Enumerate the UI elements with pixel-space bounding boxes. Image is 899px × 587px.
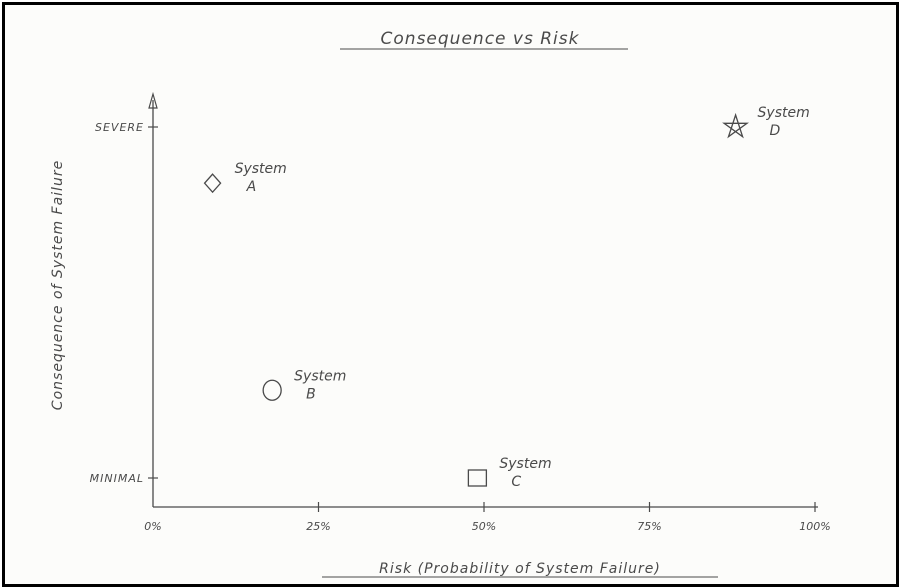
- x-tick-label-3: 75%: [637, 520, 661, 533]
- point-label-2: System: [499, 456, 551, 472]
- point-label-letter-3: D: [770, 123, 781, 139]
- y-axis-title: Consequence of System Failure: [50, 160, 66, 410]
- point-label-3: System: [758, 105, 810, 121]
- y-category-label-1: MINIMAL: [90, 472, 144, 485]
- x-tick-label-0: 0%: [144, 520, 161, 533]
- point-marker-star: [722, 112, 750, 139]
- y-axis-arrow: [148, 91, 158, 109]
- point-marker-circle: [262, 379, 282, 401]
- point-label-letter-2: C: [511, 474, 521, 490]
- x-axis-title: Risk (Probability of System Failure): [379, 561, 661, 577]
- point-marker-square: [467, 469, 488, 487]
- point-label-letter-1: B: [306, 386, 316, 402]
- point-label-1: System: [294, 368, 346, 384]
- chart-title: Consequence vs Risk: [381, 29, 580, 49]
- x-tick-label-1: 25%: [306, 520, 330, 533]
- point-label-letter-0: A: [246, 179, 257, 195]
- point-marker-diamond: [203, 173, 222, 194]
- x-tick-label-4: 100%: [799, 520, 830, 533]
- point-label-0: System: [235, 161, 287, 177]
- y-category-label-0: SEVERE: [95, 121, 144, 134]
- x-tick-label-2: 50%: [472, 520, 496, 533]
